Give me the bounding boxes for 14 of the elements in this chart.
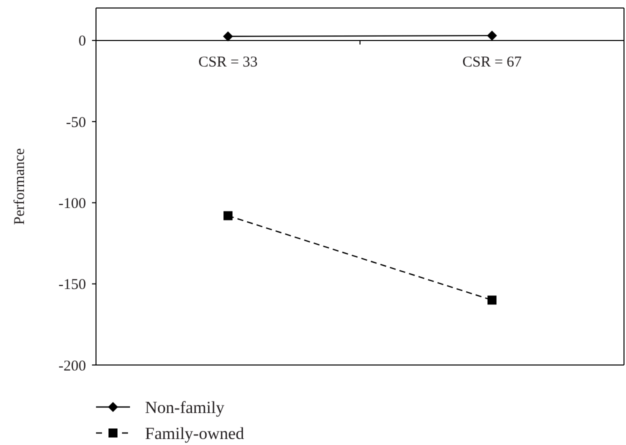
x-tick-label: CSR = 33 <box>198 54 258 70</box>
point <box>488 296 496 305</box>
legend-label: Family-owned <box>145 424 245 443</box>
x-tick-label: CSR = 67 <box>462 54 522 70</box>
y-tick-label: 0 <box>78 34 86 50</box>
y-tick-label: -50 <box>66 114 86 131</box>
y-axis-title: Performance <box>12 148 28 225</box>
y-tick-label: -150 <box>58 277 86 294</box>
y-tick-label: -200 <box>58 358 86 374</box>
point <box>487 30 497 41</box>
legend-label: Non-family <box>145 398 225 417</box>
point <box>223 31 233 42</box>
point <box>224 211 232 220</box>
y-tick-label: -100 <box>58 196 86 212</box>
